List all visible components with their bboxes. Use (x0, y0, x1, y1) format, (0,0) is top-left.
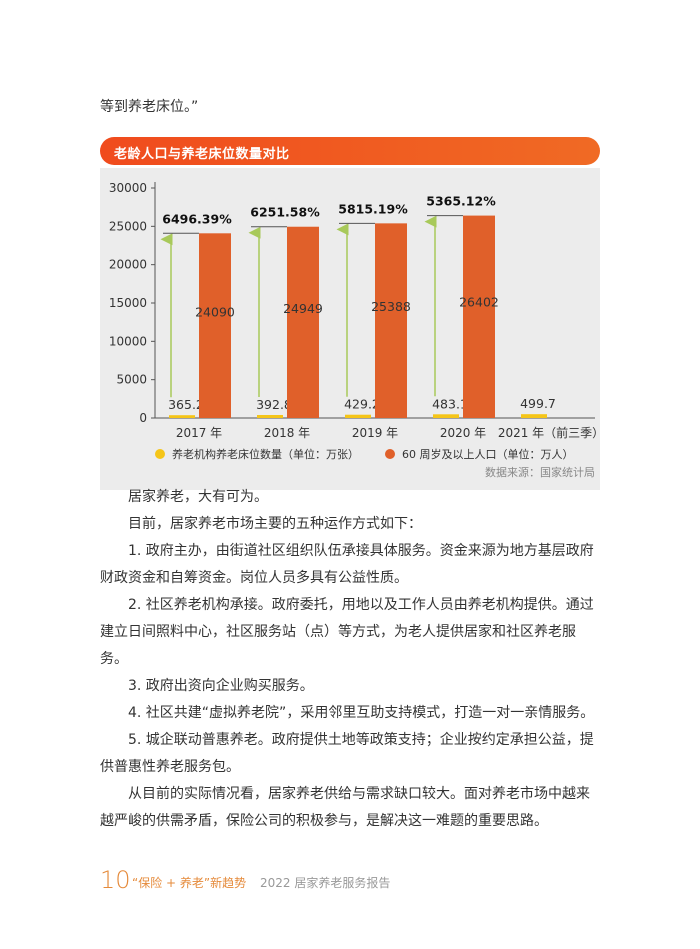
population-beds-chart: 0 5000 10000 15000 20000 25000 30000 365.2 24090… (109, 181, 600, 479)
paragraph-1: 居家养老，大有可为。 (128, 489, 268, 505)
y-tick-label: 5000 (116, 373, 147, 387)
y-tick-label: 25000 (109, 219, 147, 233)
page-footer: 10 “保险 + 养老”新趋势 2022 居家养老服务报告 (100, 866, 620, 894)
data-label-population: 24090 (195, 304, 235, 319)
footer-subtitle: 2022 居家养老服务报告 (260, 876, 391, 890)
bar-beds (521, 414, 547, 418)
bar-population (287, 226, 319, 418)
data-label-beds: 365.2 (168, 397, 204, 412)
growth-annotation: 6251.58% (250, 205, 320, 220)
paragraph-7: 5. 城企联动普惠养老。政府提供土地等政策支持；企业按约定承担公益，提供普惠性养… (100, 732, 594, 775)
paragraph-6: 4. 社区共建“虚拟养老院”，采用邻里互助支持模式，打造一对一亲情服务。 (128, 705, 595, 721)
x-tick-label: 2020 年 (440, 426, 486, 440)
x-tick-label: 2017 年 (176, 426, 222, 440)
x-tick-label: 2019 年 (352, 426, 398, 440)
page-number: 10 (100, 866, 131, 894)
lead-text: 等到养老床位。” (100, 99, 199, 115)
paragraph-2: 目前，居家养老市场主要的五种运作方式如下： (128, 516, 422, 532)
data-label-beds: 499.7 (520, 396, 556, 411)
y-tick-label: 30000 (109, 181, 147, 195)
data-label-beds: 483.1 (432, 396, 468, 411)
legend-swatch-population (385, 449, 395, 459)
data-label-population: 25388 (371, 299, 411, 314)
bar-population (199, 233, 231, 418)
chart-background (100, 168, 600, 490)
legend-label-beds: 养老机构养老床位数量（单位：万张） (172, 447, 359, 461)
y-tick-label: 20000 (109, 258, 147, 272)
paragraph-8: 从目前的实际情况看，居家养老供给与需求缺口较大。面对养老市场中越来越严峻的供需矛… (100, 786, 590, 829)
chart-section-header: 老龄人口与养老床位数量对比 (100, 137, 600, 165)
bar-beds (169, 415, 195, 418)
data-label-population: 26402 (459, 295, 499, 310)
data-source: 数据来源：国家统计局 (485, 465, 595, 479)
bar-population (463, 215, 495, 418)
bar-beds (345, 414, 371, 418)
data-label-beds: 392.8 (256, 397, 292, 412)
bar-population (375, 223, 407, 418)
y-tick-label: 0 (139, 411, 147, 425)
chart-section-title: 老龄人口与养老床位数量对比 (114, 147, 290, 162)
paragraph-5: 3. 政府出资向企业购买服务。 (128, 678, 314, 694)
x-tick-label: 2018 年 (264, 426, 310, 440)
paragraph-4: 2. 社区养老机构承接。政府委托，用地以及工作人员由养老机构提供。通过建立日间照… (100, 597, 594, 667)
y-tick-label: 10000 (109, 334, 147, 348)
footer-title: “保险 + 养老”新趋势 (132, 876, 247, 890)
x-tick-label: 2021 年（前三季） (498, 425, 600, 440)
bar-beds (257, 414, 283, 418)
growth-annotation: 5365.12% (426, 194, 496, 209)
legend-swatch-beds (155, 449, 165, 459)
data-label-beds: 429.2 (344, 397, 380, 412)
growth-annotation: 5815.19% (338, 201, 408, 216)
bar-beds (433, 414, 459, 418)
paragraph-3: 1. 政府主办，由街道社区组织队伍承接具体服务。资金来源为地方基层政府财政资金和… (100, 543, 594, 586)
body-text: 居家养老，大有可为。 目前，居家养老市场主要的五种运作方式如下： 1. 政府主办… (100, 484, 602, 835)
y-tick-label: 15000 (109, 296, 147, 310)
growth-annotation: 6496.39% (162, 211, 232, 226)
legend-label-population: 60 周岁及以上人口（单位：万人） (402, 447, 574, 461)
data-label-population: 24949 (283, 301, 323, 316)
